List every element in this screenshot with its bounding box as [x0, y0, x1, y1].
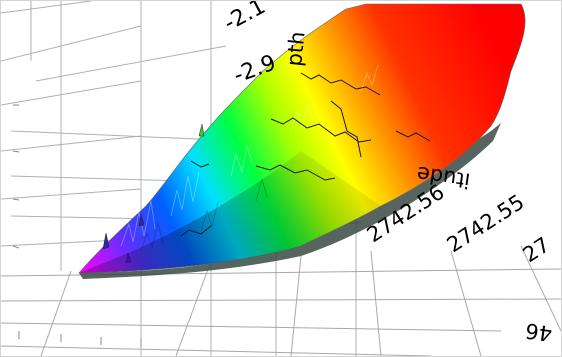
floor-grid [1, 245, 561, 356]
surface-spikes [102, 123, 205, 264]
latitude-tick-label: 2742.55 [443, 190, 529, 257]
surface-mesh [78, 3, 526, 279]
depth-axis-title: pth [282, 30, 310, 67]
surface-top [78, 3, 526, 274]
depth-tick-label: -2.1 [220, 1, 270, 36]
latitude-tick-label: 27 [519, 233, 554, 268]
longitude-tick-label: 46 [524, 318, 554, 345]
contour-lines [180, 72, 431, 237]
axis-ticks [12, 104, 142, 347]
